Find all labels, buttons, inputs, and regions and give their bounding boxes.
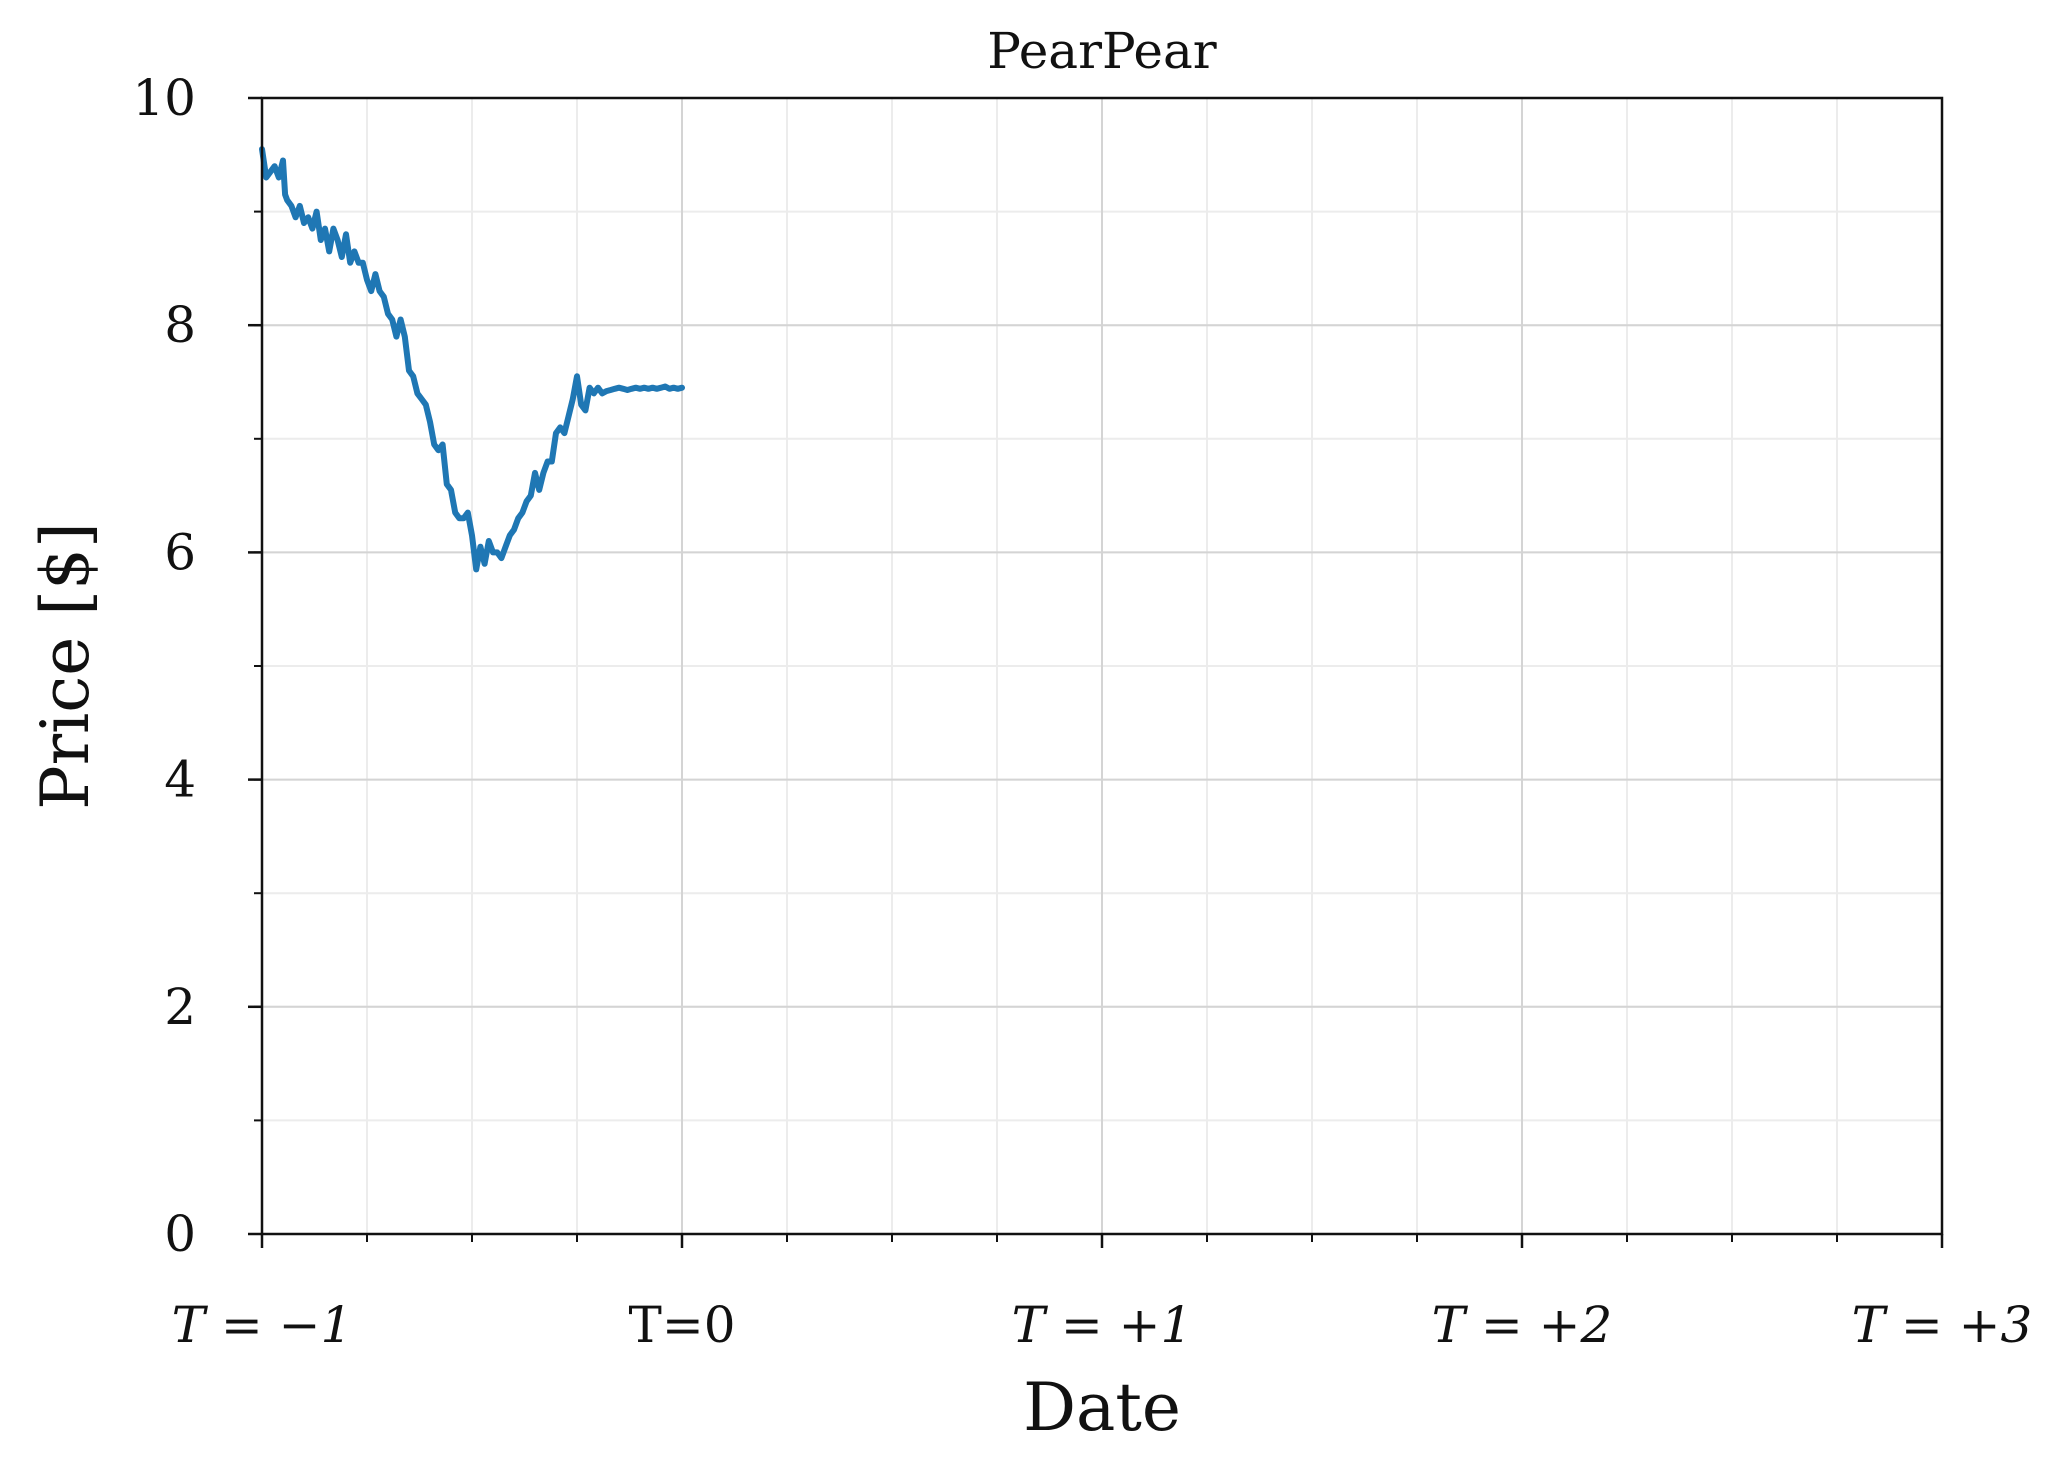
y-tick-label: 4 xyxy=(164,751,196,809)
x-tick-label: T = +3 xyxy=(1852,1296,2033,1354)
price-series-line xyxy=(259,146,685,573)
y-axis-label: Price [$] xyxy=(27,522,104,810)
x-tick-label: T = +2 xyxy=(1432,1296,1613,1354)
y-tick-label: 10 xyxy=(132,69,196,127)
x-tick-label: T = −1 xyxy=(172,1296,353,1354)
y-tick-label: 8 xyxy=(164,296,196,354)
y-tick-label: 6 xyxy=(164,523,196,581)
grid-layer xyxy=(261,97,1943,1235)
x-axis-label: Date xyxy=(1023,1369,1181,1446)
chart-title: PearPear xyxy=(987,22,1216,80)
y-tick-label: 0 xyxy=(164,1205,196,1263)
x-tick-label: T = +1 xyxy=(1012,1296,1193,1354)
tick-layer: T = −1 T=0 T = +1 T = +2 T = +3 0 2 4 6 8 10 xyxy=(132,69,2032,1354)
x-tick-label: T=0 xyxy=(628,1296,735,1354)
y-tick-label: 2 xyxy=(164,978,196,1036)
series-layer xyxy=(259,146,685,573)
